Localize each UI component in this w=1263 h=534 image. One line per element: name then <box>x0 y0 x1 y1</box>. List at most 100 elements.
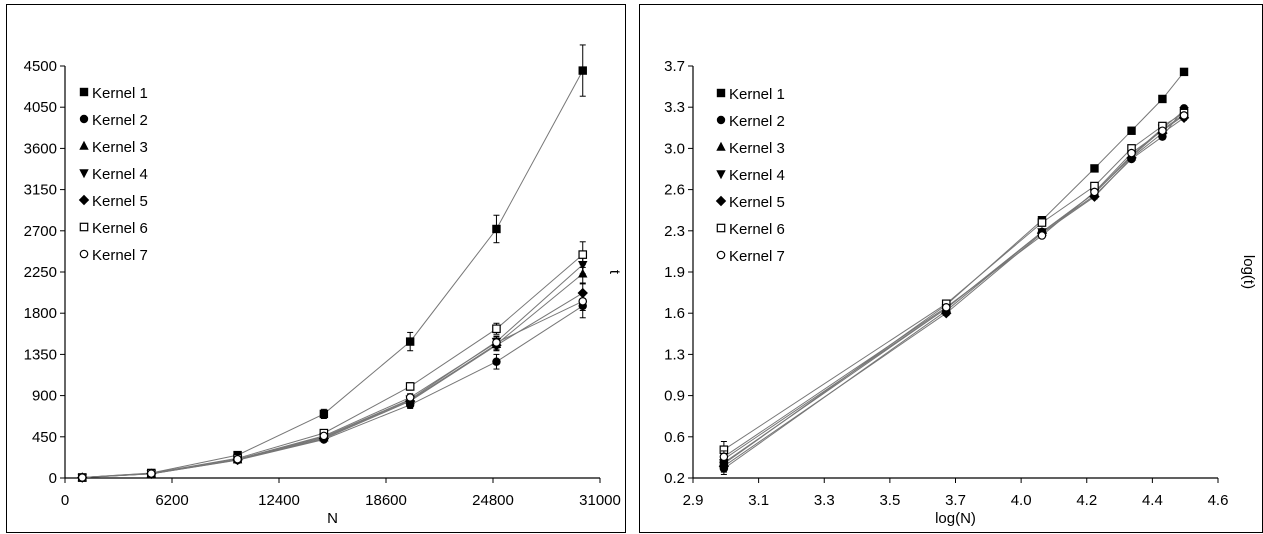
legend-marker-kernel-5 <box>78 194 90 206</box>
legend-label-kernel-4: Kernel 4 <box>729 167 785 184</box>
data-point-kernel-7 <box>1179 111 1189 120</box>
legend-label-kernel-1: Kernel 1 <box>92 85 148 102</box>
series-kernel-6 <box>77 241 588 482</box>
y-tick-label: 2.6 <box>664 182 685 199</box>
data-point-kernel-2 <box>492 357 501 366</box>
legend: Kernel 1 Kernel 2 Kernel 3 Kernel 4 Kernel 5… <box>78 85 148 264</box>
data-point-kernel-1 <box>1158 94 1167 104</box>
y-tick-label: 2.3 <box>664 223 685 240</box>
series-kernel-7 <box>77 291 588 482</box>
y-tick-label: 3600 <box>24 140 57 157</box>
series-kernel-2 <box>78 293 587 482</box>
x-tick-label: 4.4 <box>1142 492 1163 509</box>
data-point-kernel-7 <box>405 393 415 402</box>
y-tick-label: 2700 <box>24 223 57 240</box>
series-line-kernel-7 <box>723 114 1185 458</box>
data-point-kernel-7 <box>1127 148 1136 158</box>
series-kernel-5 <box>77 283 588 483</box>
y-tick-label: 0 <box>49 470 57 487</box>
legend-label-kernel-3: Kernel 3 <box>729 140 785 157</box>
data-point-kernel-1 <box>1179 67 1189 77</box>
x-axis-title: log(N) <box>935 510 976 527</box>
series-line-kernel-6 <box>82 254 584 478</box>
y-tick-label: 0.6 <box>664 429 685 446</box>
y-tick-label: 3150 <box>24 182 57 199</box>
series-line-kernel-7 <box>82 300 583 478</box>
legend-marker-kernel-1 <box>716 88 726 98</box>
legend-label-kernel-1: Kernel 1 <box>729 86 785 103</box>
chart-panel-1: 0 450 900 1350 1800 2250 2700 3150 3600 4050 4500 0… <box>6 4 626 533</box>
data-point-kernel-5 <box>941 308 952 319</box>
data-point-kernel-7 <box>941 303 951 312</box>
series-line-kernel-1 <box>82 70 584 478</box>
data-point-kernel-6 <box>578 250 588 259</box>
data-point-kernel-7 <box>1158 126 1167 136</box>
legend-label-kernel-5: Kernel 5 <box>92 193 148 210</box>
x-tick-label: 3.1 <box>748 492 769 509</box>
panel-frame <box>6 4 626 533</box>
legend-label-kernel-4: Kernel 4 <box>92 166 148 183</box>
series-kernel-2 <box>719 104 1189 475</box>
chart-panel-2: 0.2 0.6 0.9 1.3 1.6 1.9 2.3 2.6 3.0 3.3 3.7 2.9 3.1 3… <box>639 4 1263 533</box>
y-tick-label: 2250 <box>24 264 57 281</box>
y-tick-label: 1.6 <box>664 305 685 322</box>
series-kernel-1 <box>78 44 587 482</box>
legend-marker-kernel-3 <box>79 140 89 150</box>
legend-marker-kernel-2 <box>716 115 726 125</box>
data-point-kernel-1 <box>1090 164 1099 173</box>
y-tick-label: 1.9 <box>664 264 685 281</box>
x-tick-label: 18600 <box>365 492 407 509</box>
series-kernel-3 <box>77 264 588 482</box>
y-tick-label: 3.3 <box>664 99 685 116</box>
y-tick-label: 900 <box>32 388 57 405</box>
x-tick-label: 4.6 <box>1208 492 1229 509</box>
data-point-kernel-6 <box>492 324 501 334</box>
data-point-kernel-7 <box>146 469 156 478</box>
legend-label-kernel-6: Kernel 6 <box>729 221 785 238</box>
legend-marker-kernel-7 <box>79 249 89 259</box>
data-point-kernel-7 <box>233 454 242 464</box>
y-tick-label: 1.3 <box>664 346 685 363</box>
legend-label-kernel-5: Kernel 5 <box>729 194 785 211</box>
data-point-kernel-7 <box>1090 187 1099 197</box>
legend-marker-kernel-2 <box>79 114 89 124</box>
legend-marker-kernel-6 <box>716 223 726 233</box>
data-point-kernel-1 <box>319 409 329 419</box>
series-line-kernel-6 <box>723 112 1185 451</box>
y-tick-label: 1800 <box>24 305 57 322</box>
y-tick-label: 3.7 <box>664 58 685 75</box>
legend-marker-kernel-7 <box>716 250 726 260</box>
y-tick-label: 0.2 <box>664 470 685 487</box>
data-point-kernel-1 <box>1127 126 1136 135</box>
legend-marker-kernel-6 <box>79 222 89 232</box>
series-line-kernel-3 <box>82 273 584 478</box>
legend-label-kernel-3: Kernel 3 <box>92 139 148 156</box>
legend-marker-kernel-3 <box>716 141 726 151</box>
legend-label-kernel-6: Kernel 6 <box>92 220 148 237</box>
series-line-kernel-5 <box>82 292 583 478</box>
data-point-kernel-7 <box>77 473 87 482</box>
y-axis-title: log(t) <box>1240 255 1257 289</box>
legend-marker-kernel-5 <box>715 195 727 207</box>
legend-marker-kernel-4 <box>716 170 726 180</box>
x-tick-label: 4.0 <box>1011 492 1032 509</box>
y-tick-label: 4500 <box>24 58 57 75</box>
data-point-kernel-5 <box>1126 152 1137 164</box>
x-tick-label: 0 <box>61 492 69 509</box>
y-tick-label: 4050 <box>24 99 57 116</box>
data-point-kernel-1 <box>492 224 501 234</box>
x-tick-label: 3.5 <box>879 492 900 509</box>
data-point-kernel-7 <box>319 431 329 441</box>
legend-label-kernel-7: Kernel 7 <box>92 247 148 264</box>
series-line-kernel-3 <box>723 113 1185 460</box>
x-tick-label: 12400 <box>258 492 300 509</box>
data-point-kernel-6 <box>405 382 415 391</box>
x-tick-label: 4.2 <box>1076 492 1097 509</box>
series-kernel-1 <box>719 67 1189 472</box>
data-point-kernel-5 <box>718 461 730 472</box>
series-kernel-7 <box>719 111 1189 464</box>
data-point-kernel-7 <box>1037 231 1047 240</box>
data-point-kernel-6 <box>1037 218 1047 227</box>
data-point-kernel-1 <box>405 337 415 346</box>
